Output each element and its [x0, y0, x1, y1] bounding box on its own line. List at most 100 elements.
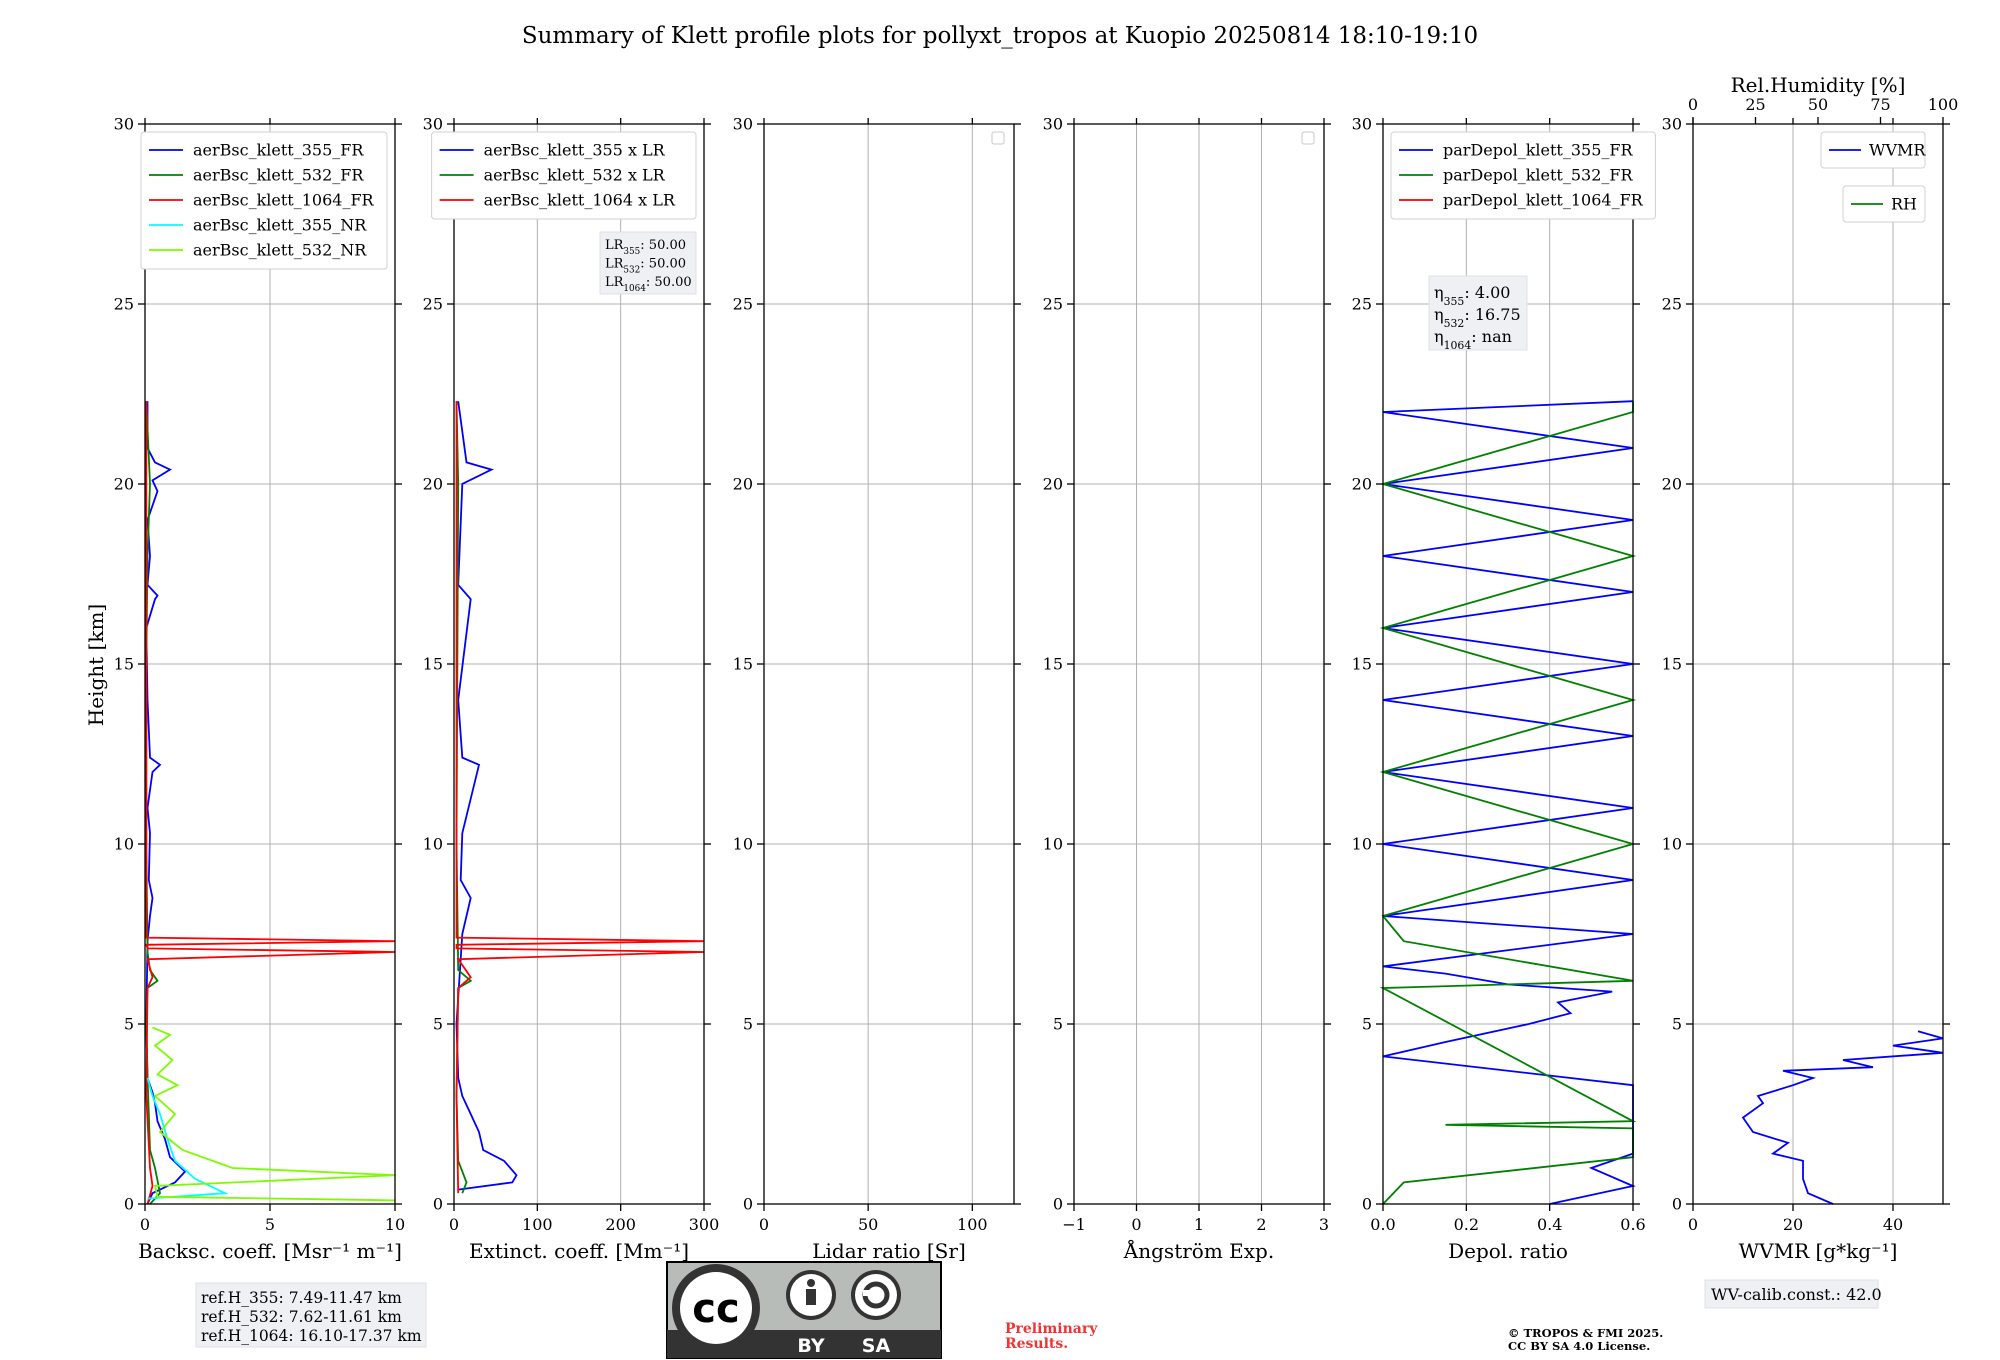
- depol-legend: parDepol_klett_355_FR parDepol_klett_532_…: [1390, 131, 1656, 220]
- figure-title: Summary of Klett profile plots for polly…: [522, 23, 1478, 49]
- license-sa-label: SA: [862, 1335, 891, 1357]
- ref-height-355: ref.H_355: 7.49-11.47 km: [201, 1289, 402, 1307]
- wvmr-ytick-label: 25: [1662, 295, 1682, 314]
- lidar-ratio-xtick-label: 100: [957, 1215, 988, 1234]
- wvmr-xtick-label: 0: [1688, 1215, 1698, 1234]
- extinction-xtick-label: 0: [449, 1215, 459, 1234]
- depol-xlabel: Depol. ratio: [1448, 1239, 1568, 1263]
- extinction-ytick-label: 25: [423, 295, 443, 314]
- extinction-ytick-label: 20: [423, 475, 443, 494]
- wvmr-xtick-label: 40: [1883, 1215, 1903, 1234]
- angstrom-ytick-label: 25: [1043, 295, 1063, 314]
- wv-calib-box: WV-calib.const.: 42.0: [1704, 1279, 1882, 1309]
- backscatter-ytick-label: 25: [114, 295, 134, 314]
- lidar-ratio-ytick-label: 15: [733, 655, 753, 674]
- cc-license-logo: cc BY SA: [666, 1261, 942, 1359]
- angstrom-xtick-label: 3: [1319, 1215, 1329, 1234]
- angstrom-ytick-label: 10: [1043, 835, 1063, 854]
- angstrom-xlabel: Ångström Exp.: [1123, 1238, 1274, 1263]
- lidar-ratio-xtick-label: 0: [759, 1215, 769, 1234]
- angstrom-ytick-label: 5: [1053, 1015, 1063, 1034]
- legend-label-aerBsc_klett_532 x LR: aerBsc_klett_532 x LR: [484, 166, 666, 185]
- backscatter-panel: 0 5 10 15 20 25 30 0 5 10 Backsc. coeff. [Msr⁻¹ m⁻…: [114, 115, 406, 1264]
- wvmr-ytick-label: 0: [1672, 1195, 1682, 1214]
- backscatter-ytick-label: 0: [124, 1195, 134, 1214]
- lidar-ratio-ytick-label: 0: [743, 1195, 753, 1214]
- backscatter-ytick-label: 10: [114, 835, 134, 854]
- lidar-ratio-ytick-label: 5: [743, 1015, 753, 1034]
- backscatter-series-aerBsc_klett_355_FR: [145, 401, 187, 1205]
- angstrom-xtick-label: 0: [1131, 1215, 1141, 1234]
- legend-label-aerBsc_klett_355_FR: aerBsc_klett_355_FR: [193, 141, 364, 160]
- angstrom-xtick-label: 2: [1256, 1215, 1266, 1234]
- legend-label-aerBsc_klett_1064_FR: aerBsc_klett_1064_FR: [193, 191, 375, 210]
- legend-label-parDepol_klett_1064_FR: parDepol_klett_1064_FR: [1443, 191, 1644, 210]
- wvmr-legend-RH: RH: [1842, 185, 1926, 223]
- copyright-line-1: © TROPOS & FMI 2025.: [1508, 1326, 1663, 1340]
- ref-height-532: ref.H_532: 7.62-11.61 km: [201, 1308, 402, 1326]
- backscatter-ytick-label: 30: [114, 115, 134, 134]
- angstrom-xtick-label: −1: [1062, 1215, 1086, 1234]
- svg-text:η355: 4.00: η355: 4.00: [1434, 283, 1510, 308]
- lidar-ratio-ytick-label: 10: [733, 835, 753, 854]
- backscatter-ytick-label: 15: [114, 655, 134, 674]
- backscatter-xtick-label: 0: [140, 1215, 150, 1234]
- depol-ytick-label: 5: [1362, 1015, 1372, 1034]
- extinction-ytick-label: 15: [423, 655, 443, 674]
- svg-text:LR355: 50.00: LR355: 50.00: [605, 238, 686, 257]
- wvmr-series-WVMR: [1741, 1030, 1944, 1205]
- wvmr-x2tick-label: 50: [1808, 95, 1828, 114]
- lidar-ratio-empty-legend: [991, 131, 1005, 145]
- legend-label-parDepol_klett_532_FR: parDepol_klett_532_FR: [1443, 166, 1634, 185]
- angstrom-ytick-label: 30: [1043, 115, 1063, 134]
- extinction-xlabel: Extinct. coeff. [Mm⁻¹]: [469, 1239, 689, 1263]
- lidar-ratio-ytick-label: 20: [733, 475, 753, 494]
- depol-ytick-label: 20: [1352, 475, 1372, 494]
- extinction-ytick-label: 0: [433, 1195, 443, 1214]
- lidar-ratio-ytick-label: 30: [733, 115, 753, 134]
- depol-panel: 0 5 10 15 20 25 30 0.0 0.2 0.4 0.6 Depol. ratio parD…: [1352, 115, 1656, 1263]
- svg-text:LR1064: 50.00: LR1064: 50.00: [605, 275, 692, 294]
- depol-ytick-label: 30: [1352, 115, 1372, 134]
- preliminary-line-1: Preliminary: [1005, 1321, 1098, 1337]
- backscatter-xtick-label: 10: [385, 1215, 405, 1234]
- wvmr-ytick-label: 30: [1662, 115, 1682, 134]
- svg-text:LR532: 50.00: LR532: 50.00: [605, 257, 686, 276]
- ref-height-1064: ref.H_1064: 16.10-17.37 km: [201, 1327, 422, 1345]
- wvmr-x2label: Rel.Humidity [%]: [1731, 73, 1906, 97]
- wvmr-legend-WVMR: WVMR: [1820, 131, 1926, 169]
- depol-ytick-label: 10: [1352, 835, 1372, 854]
- legend-label-aerBsc_klett_1064 x LR: aerBsc_klett_1064 x LR: [484, 191, 676, 210]
- extinction-ytick-label: 30: [423, 115, 443, 134]
- lidar-ratio-xlabel: Lidar ratio [Sr]: [812, 1239, 966, 1263]
- wvmr-x2tick-label: 25: [1745, 95, 1765, 114]
- y-axis-label: Height [km]: [84, 604, 108, 726]
- depol-xtick-label: 0.4: [1537, 1215, 1562, 1234]
- extinction-xtick-label: 200: [605, 1215, 636, 1234]
- depol-xtick-label: 0.2: [1454, 1215, 1479, 1234]
- wvmr-x2tick-label: 75: [1870, 95, 1890, 114]
- wvmr-xlabel: WVMR [g*kg⁻¹]: [1739, 1239, 1898, 1263]
- lidar-ratio-panel: 0 5 10 15 20 25 30 0 50 100 Lidar ratio [Sr]: [733, 115, 1021, 1263]
- angstrom-xtick-label: 1: [1194, 1215, 1204, 1234]
- copyright-line-2: CC BY SA 4.0 License.: [1508, 1339, 1650, 1353]
- wvmr-xtick-label: 20: [1783, 1215, 1803, 1234]
- extinction-xtick-label: 300: [689, 1215, 720, 1234]
- legend-label-aerBsc_klett_532_FR: aerBsc_klett_532_FR: [193, 166, 364, 185]
- extinction-xtick-label: 100: [522, 1215, 553, 1234]
- wvmr-ytick-label: 5: [1672, 1015, 1682, 1034]
- lidar-ratio-ytick-label: 25: [733, 295, 753, 314]
- depol-ytick-label: 25: [1352, 295, 1372, 314]
- legend-label-parDepol_klett_355_FR: parDepol_klett_355_FR: [1443, 141, 1634, 160]
- wvmr-x2tick-label: 100: [1928, 95, 1959, 114]
- legend-label-aerBsc_klett_355_NR: aerBsc_klett_355_NR: [193, 216, 367, 235]
- backscatter-series-aerBsc_klett_532_NR: [152, 1026, 396, 1202]
- depol-xtick-label: 0.6: [1620, 1215, 1645, 1234]
- wvmr-x2tick-label: 0: [1688, 95, 1698, 114]
- angstrom-ytick-label: 20: [1043, 475, 1063, 494]
- backscatter-legend: aerBsc_klett_355_FR aerBsc_klett_532_FRae…: [140, 131, 388, 270]
